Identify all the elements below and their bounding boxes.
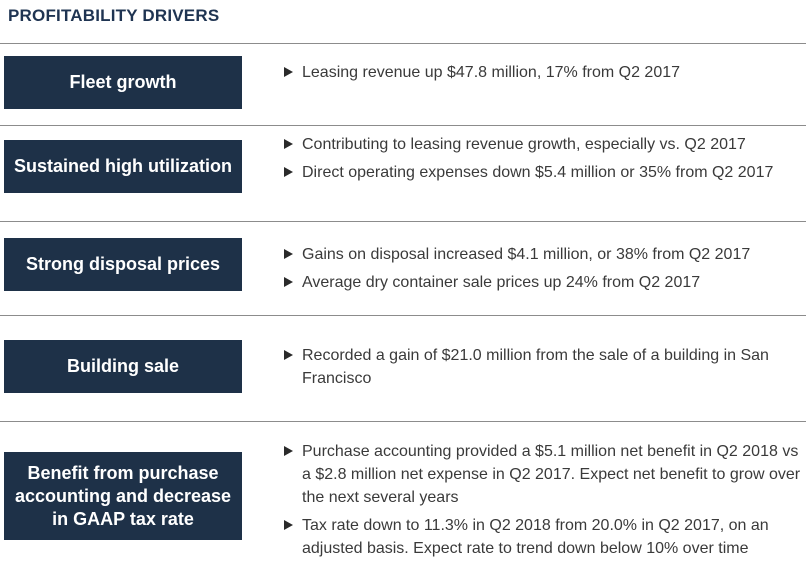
- driver-label-disposal-prices: Strong disposal prices: [4, 238, 242, 291]
- triangle-bullet-icon: [284, 167, 293, 177]
- triangle-bullet-icon: [284, 249, 293, 259]
- bullet-text: Recorded a gain of $21.0 million from th…: [302, 347, 769, 387]
- driver-bullets-building-sale: Recorded a gain of $21.0 million from th…: [283, 344, 801, 395]
- triangle-bullet-icon: [284, 446, 293, 456]
- bullet-item: Purchase accounting provided a $5.1 mill…: [283, 440, 801, 509]
- triangle-bullet-icon: [284, 139, 293, 149]
- title-divider: [0, 43, 806, 44]
- bullet-item: Contributing to leasing revenue growth, …: [283, 133, 801, 156]
- bullet-text: Average dry container sale prices up 24%…: [302, 274, 701, 291]
- bullet-text: Purchase accounting provided a $5.1 mill…: [302, 443, 801, 506]
- driver-bullets-sustained-utilization: Contributing to leasing revenue growth, …: [283, 133, 801, 189]
- driver-label-fleet-growth: Fleet growth: [4, 56, 242, 109]
- bullet-text: Tax rate down to 11.3% in Q2 2018 from 2…: [302, 517, 769, 557]
- bullet-text: Leasing revenue up $47.8 million, 17% fr…: [302, 64, 681, 81]
- driver-bullets-purchase-accounting: Purchase accounting provided a $5.1 mill…: [283, 440, 801, 565]
- page-title: PROFITABILITY DRIVERS: [8, 6, 220, 25]
- bullet-item: Average dry container sale prices up 24%…: [283, 271, 801, 294]
- row-divider: [0, 315, 806, 316]
- driver-bullets-disposal-prices: Gains on disposal increased $4.1 million…: [283, 243, 801, 299]
- driver-label-purchase-accounting: Benefit from purchase accounting and dec…: [4, 452, 242, 540]
- row-divider: [0, 421, 806, 422]
- bullet-item: Leasing revenue up $47.8 million, 17% fr…: [283, 61, 801, 84]
- triangle-bullet-icon: [284, 67, 293, 77]
- bullet-text: Gains on disposal increased $4.1 million…: [302, 246, 751, 263]
- bullet-item: Direct operating expenses down $5.4 mill…: [283, 161, 801, 184]
- row-divider: [0, 221, 806, 222]
- driver-bullets-fleet-growth: Leasing revenue up $47.8 million, 17% fr…: [283, 61, 801, 89]
- driver-label-sustained-utilization: Sustained high utilization: [4, 140, 242, 193]
- bullet-text: Direct operating expenses down $5.4 mill…: [302, 164, 774, 181]
- triangle-bullet-icon: [284, 350, 293, 360]
- triangle-bullet-icon: [284, 277, 293, 287]
- bullet-item: Recorded a gain of $21.0 million from th…: [283, 344, 801, 390]
- bullet-item: Tax rate down to 11.3% in Q2 2018 from 2…: [283, 514, 801, 560]
- bullet-text: Contributing to leasing revenue growth, …: [302, 136, 746, 153]
- driver-label-building-sale: Building sale: [4, 340, 242, 393]
- bullet-item: Gains on disposal increased $4.1 million…: [283, 243, 801, 266]
- triangle-bullet-icon: [284, 520, 293, 530]
- row-divider: [0, 125, 806, 126]
